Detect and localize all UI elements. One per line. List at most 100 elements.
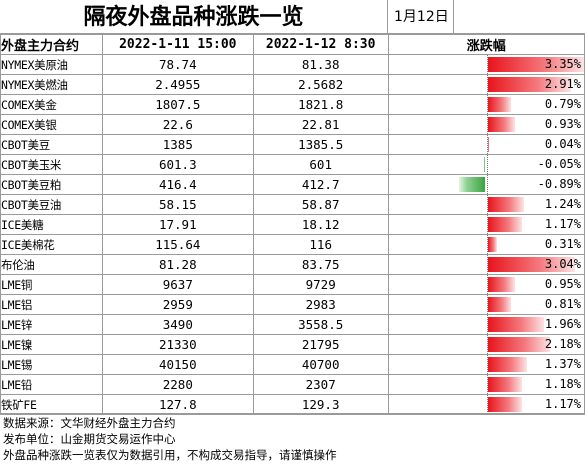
header-contract[interactable]: 外盘主力合约: [0, 34, 103, 55]
price-prev-cell[interactable]: 115.64: [101, 234, 254, 255]
contract-name-cell[interactable]: ICE美糖: [0, 214, 103, 235]
change-value: 1.18%: [544, 377, 581, 391]
price-prev-cell[interactable]: 58.15: [101, 194, 254, 215]
change-value: 1.96%: [544, 317, 581, 331]
contract-name-cell[interactable]: COMEX美金: [0, 94, 103, 115]
price-prev-cell[interactable]: 2959: [101, 294, 254, 315]
change-cell[interactable]: 0.31%: [387, 234, 585, 255]
change-cell[interactable]: 1.17%: [387, 214, 585, 235]
price-curr-cell[interactable]: 412.7: [252, 174, 389, 195]
change-cell[interactable]: 1.17%: [387, 394, 585, 415]
change-value: 2.18%: [544, 337, 581, 351]
contract-name-cell[interactable]: COMEX美银: [0, 114, 103, 135]
price-curr-cell[interactable]: 1821.8: [252, 94, 389, 115]
change-value: 0.04%: [544, 137, 581, 151]
header-price-prev[interactable]: 2022-1-11 15:00: [101, 34, 254, 55]
contract-name-cell[interactable]: 铁矿FE: [0, 394, 103, 415]
price-prev-cell[interactable]: 2.4955: [101, 74, 254, 95]
price-prev-cell[interactable]: 601.3: [101, 154, 254, 175]
change-cell[interactable]: 3.35%: [387, 54, 585, 75]
table-row: COMEX美银 22.6 22.81 0.93%: [0, 114, 585, 135]
change-cell[interactable]: 3.04%: [387, 254, 585, 275]
contract-name-cell[interactable]: LME铅: [0, 374, 103, 395]
contract-name-cell[interactable]: LME镍: [0, 334, 103, 355]
price-curr-cell[interactable]: 1385.5: [252, 134, 389, 155]
positive-databar: [487, 277, 515, 292]
databar-axis: [486, 335, 488, 354]
price-prev-cell[interactable]: 1385: [101, 134, 254, 155]
change-cell[interactable]: 1.96%: [387, 314, 585, 335]
header-price-curr[interactable]: 2022-1-12 8:30: [252, 34, 389, 55]
contract-name-cell[interactable]: LME锡: [0, 354, 103, 375]
contract-name-cell[interactable]: LME锌: [0, 314, 103, 335]
contract-name-cell[interactable]: ICE美棉花: [0, 234, 103, 255]
contract-name-cell[interactable]: LME铝: [0, 294, 103, 315]
price-curr-cell[interactable]: 9729: [252, 274, 389, 295]
report-date[interactable]: 1月12日: [388, 0, 454, 34]
price-prev-cell[interactable]: 1807.5: [101, 94, 254, 115]
change-cell[interactable]: 0.79%: [387, 94, 585, 115]
contract-name-cell[interactable]: 布伦油: [0, 254, 103, 275]
price-prev-cell[interactable]: 3490: [101, 314, 254, 335]
price-curr-cell[interactable]: 2983: [252, 294, 389, 315]
change-cell[interactable]: 0.04%: [387, 134, 585, 155]
header-change[interactable]: 涨跌幅: [387, 34, 585, 55]
change-cell[interactable]: -0.05%: [387, 154, 585, 175]
contract-name-cell[interactable]: NYMEX美原油: [0, 54, 103, 75]
price-curr-cell[interactable]: 116: [252, 234, 389, 255]
price-prev-cell[interactable]: 127.8: [101, 394, 254, 415]
positive-databar: [487, 137, 489, 152]
contract-name-cell[interactable]: CBOT美豆粕: [0, 174, 103, 195]
change-cell[interactable]: 1.24%: [387, 194, 585, 215]
change-cell[interactable]: 0.81%: [387, 294, 585, 315]
price-prev-cell[interactable]: 21330: [101, 334, 254, 355]
price-curr-cell[interactable]: 83.75: [252, 254, 389, 275]
price-prev-cell[interactable]: 40150: [101, 354, 254, 375]
price-curr-cell[interactable]: 22.81: [252, 114, 389, 135]
positive-databar: [487, 77, 571, 92]
contract-name-cell[interactable]: LME铜: [0, 274, 103, 295]
databar-axis: [486, 95, 488, 114]
change-value: 0.95%: [544, 277, 581, 291]
databar-axis: [486, 395, 488, 414]
change-cell[interactable]: -0.89%: [387, 174, 585, 195]
report-title: 隔夜外盘品种涨跌一览: [0, 0, 388, 34]
databar-axis: [486, 295, 488, 314]
price-curr-cell[interactable]: 21795: [252, 334, 389, 355]
price-curr-cell[interactable]: 40700: [252, 354, 389, 375]
contract-name-cell[interactable]: NYMEX美燃油: [0, 74, 103, 95]
positive-databar: [487, 317, 544, 332]
price-curr-cell[interactable]: 2307: [252, 374, 389, 395]
positive-databar: [487, 377, 522, 392]
price-curr-cell[interactable]: 18.12: [252, 214, 389, 235]
footer-source: 数据来源：文华财经外盘主力合约: [3, 416, 176, 430]
price-prev-cell[interactable]: 22.6: [101, 114, 254, 135]
change-cell[interactable]: 0.93%: [387, 114, 585, 135]
price-prev-cell[interactable]: 17.91: [101, 214, 254, 235]
price-prev-cell[interactable]: 416.4: [101, 174, 254, 195]
change-value: 1.37%: [544, 357, 581, 371]
price-curr-cell[interactable]: 601: [252, 154, 389, 175]
databar-axis: [486, 55, 488, 74]
price-curr-cell[interactable]: 129.3: [252, 394, 389, 415]
contract-name-cell[interactable]: CBOT美豆油: [0, 194, 103, 215]
contract-name-cell[interactable]: CBOT美玉米: [0, 154, 103, 175]
price-prev-cell[interactable]: 78.74: [101, 54, 254, 75]
change-cell[interactable]: 2.91%: [387, 74, 585, 95]
databar-axis: [486, 315, 488, 334]
change-cell[interactable]: 1.18%: [387, 374, 585, 395]
change-cell[interactable]: 0.95%: [387, 274, 585, 295]
price-curr-cell[interactable]: 81.38: [252, 54, 389, 75]
price-prev-cell[interactable]: 81.28: [101, 254, 254, 275]
price-curr-cell[interactable]: 3558.5: [252, 314, 389, 335]
change-value: 3.35%: [544, 57, 581, 71]
price-prev-cell[interactable]: 9637: [101, 274, 254, 295]
table-row: CBOT美豆 1385 1385.5 0.04%: [0, 134, 585, 155]
price-prev-cell[interactable]: 2280: [101, 374, 254, 395]
change-cell[interactable]: 2.18%: [387, 334, 585, 355]
positive-databar: [487, 117, 515, 132]
price-curr-cell[interactable]: 58.87: [252, 194, 389, 215]
contract-name-cell[interactable]: CBOT美豆: [0, 134, 103, 155]
change-cell[interactable]: 1.37%: [387, 354, 585, 375]
price-curr-cell[interactable]: 2.5682: [252, 74, 389, 95]
